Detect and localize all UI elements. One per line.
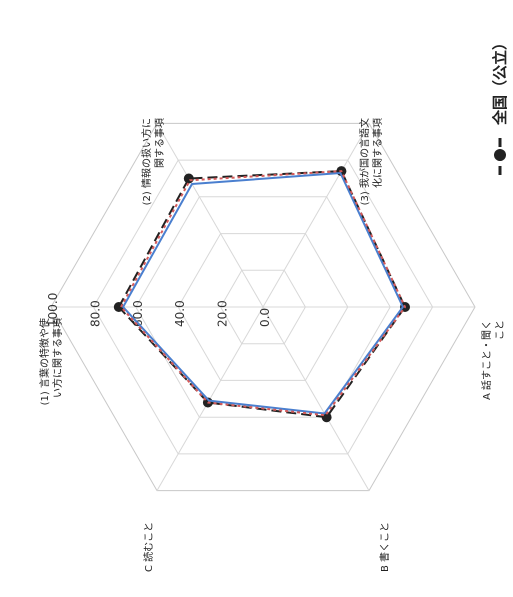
legend-marker: [494, 149, 506, 161]
axis-label: (1) 言葉の特徴や使 い方に関する事項: [38, 318, 64, 405]
tick-label: 20.0: [216, 300, 230, 327]
data-point: [321, 412, 332, 423]
axis-label: C 読むこと: [142, 522, 155, 572]
tick-label: 40.0: [173, 300, 187, 327]
series-line: [122, 172, 404, 415]
radar-spokes: [51, 123, 475, 491]
axis-label: A 話すこと・聞く こと: [480, 320, 506, 400]
data-point: [183, 173, 194, 184]
legend-label: 全国（公立）: [491, 35, 509, 126]
legend: 全国（公立）: [491, 35, 509, 175]
axis-label: B 書くこと: [378, 522, 391, 572]
tick-label: 0.0: [258, 308, 272, 327]
radar-spoke: [262, 306, 370, 491]
legend-item: 全国（公立）: [491, 35, 509, 175]
series-line: [120, 170, 406, 417]
axis-label: (3) 我が国の言語文 化に関する事項: [358, 118, 384, 205]
radar-spoke: [262, 123, 370, 308]
radar-axis-labels: (1) 言葉の特徴や使 い方に関する事項 (2) 情報の扱い方に 関する事項 (3) 我…: [38, 118, 506, 572]
tick-label: 100.0: [46, 293, 60, 327]
radar-spoke: [156, 123, 264, 308]
tick-label: 80.0: [88, 300, 102, 327]
axis-label: (2) 情報の扱い方に 関する事項: [140, 118, 166, 205]
radar-series: [113, 166, 410, 423]
